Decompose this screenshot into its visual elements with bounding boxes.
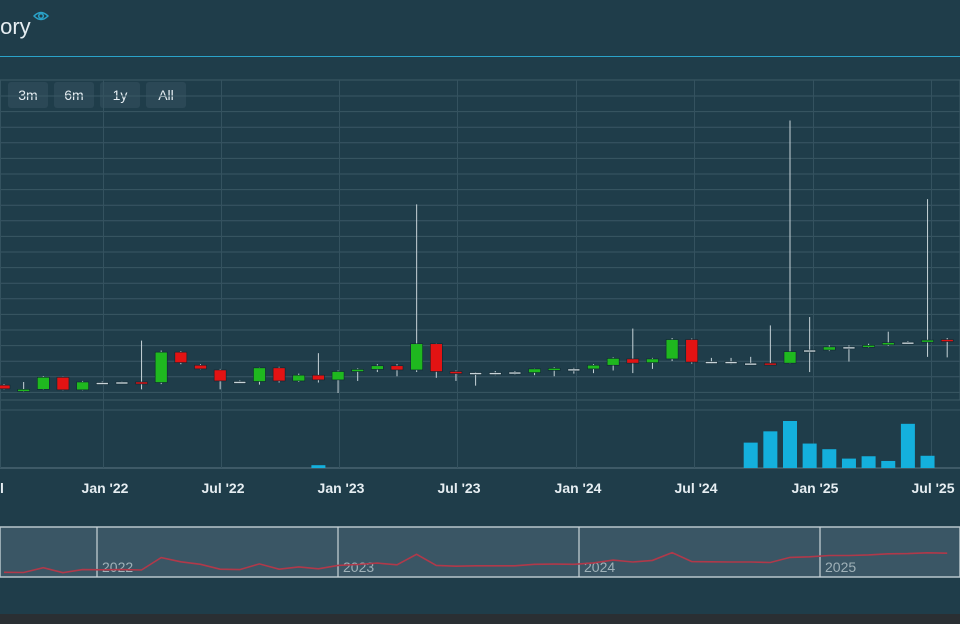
candle-body <box>253 367 266 382</box>
candle-body <box>135 381 148 385</box>
x-tick-label: Jan '23 <box>318 480 365 496</box>
candle-body <box>901 341 915 345</box>
x-tick-label: Jul '25 <box>911 480 954 496</box>
candle-body <box>921 339 934 343</box>
candle-body <box>56 376 70 391</box>
volume-bar <box>743 442 758 468</box>
navigator-year-label: 2022 <box>102 559 133 575</box>
candle-body <box>194 364 207 370</box>
navigator-year-label: 2023 <box>343 559 374 575</box>
range-button-1y[interactable]: 1y <box>100 82 140 108</box>
candle-body <box>862 345 875 348</box>
volume-bar <box>311 465 326 468</box>
candle-body <box>724 361 738 364</box>
range-button-all[interactable]: All <box>146 82 186 108</box>
x-tick-label: Jan '22 <box>82 480 129 496</box>
candle-body <box>76 381 89 391</box>
candle-body <box>646 358 659 363</box>
candle-body <box>17 389 30 392</box>
x-tick-label: l <box>0 480 4 496</box>
candle-body <box>154 351 168 383</box>
grid-lines <box>0 79 960 469</box>
x-tick-label: Jan '24 <box>555 480 602 496</box>
candle-body <box>626 358 640 364</box>
x-tick-label: Jul '24 <box>674 480 717 496</box>
navigator-series-line <box>3 551 948 574</box>
candle-body <box>371 365 384 370</box>
candle-body <box>390 365 404 371</box>
volume-bar <box>881 460 896 468</box>
candle-body <box>705 361 718 364</box>
volume-bars <box>311 421 935 468</box>
candle-body <box>567 368 581 372</box>
candle-body <box>95 382 109 385</box>
x-tick-label: Jul '22 <box>201 480 244 496</box>
candle-body <box>842 346 856 350</box>
candle-body <box>272 367 286 382</box>
candle-body <box>940 339 954 342</box>
candle-body <box>115 381 129 385</box>
volume-bar <box>900 423 915 468</box>
candle-body <box>410 343 423 371</box>
candle-body <box>331 371 345 381</box>
candle-body <box>508 371 522 375</box>
candle-body <box>0 384 11 390</box>
candle-body <box>292 374 306 382</box>
candle-body <box>449 371 463 374</box>
candle-body <box>469 372 482 375</box>
volume-bar <box>763 431 778 468</box>
candle-body <box>488 372 502 375</box>
range-button-6m[interactable]: 6m <box>54 82 94 108</box>
candle-body <box>803 349 816 353</box>
candle-body <box>429 343 443 372</box>
candle-body <box>881 342 895 346</box>
candle-body <box>174 351 188 363</box>
candle-body <box>665 339 679 360</box>
candle-body <box>351 369 365 372</box>
candle-body <box>764 362 777 366</box>
candle-body <box>36 376 50 390</box>
price-pane-border <box>0 79 960 401</box>
volume-bar <box>841 458 856 468</box>
navigator[interactable]: 2022 2023 2024 2025 <box>0 526 960 578</box>
chart-header: tory <box>0 0 960 57</box>
page-title: tory <box>0 14 31 39</box>
eye-icon <box>33 11 49 21</box>
candle-body <box>312 374 325 381</box>
candle-body <box>233 381 247 384</box>
volume-bar <box>822 449 837 468</box>
volume-bar <box>861 456 876 468</box>
candle-body <box>783 351 797 364</box>
x-axis-tick-labels: l Jan '22 Jul '22 Jan '23 Jul '23 Jan '24 Jul … <box>0 480 955 496</box>
candle-body <box>606 358 620 366</box>
navigator-window <box>0 526 960 578</box>
candle-body <box>528 368 541 373</box>
candle-body <box>587 364 600 370</box>
volume-bar <box>920 455 935 468</box>
x-tick-label: Jan '25 <box>792 480 839 496</box>
candle-body <box>744 362 758 366</box>
footer-strip <box>0 614 960 624</box>
candles <box>0 120 954 393</box>
candle-body <box>822 346 836 351</box>
volume-bar <box>802 443 817 468</box>
range-button-3m[interactable]: 3m <box>8 82 48 108</box>
volume-bar <box>783 421 797 468</box>
candle-body <box>213 369 227 382</box>
x-tick-label: Jul '23 <box>437 480 480 496</box>
candle-body <box>685 339 699 363</box>
candle-body <box>547 368 561 371</box>
navigator-year-label: 2025 <box>825 559 856 575</box>
